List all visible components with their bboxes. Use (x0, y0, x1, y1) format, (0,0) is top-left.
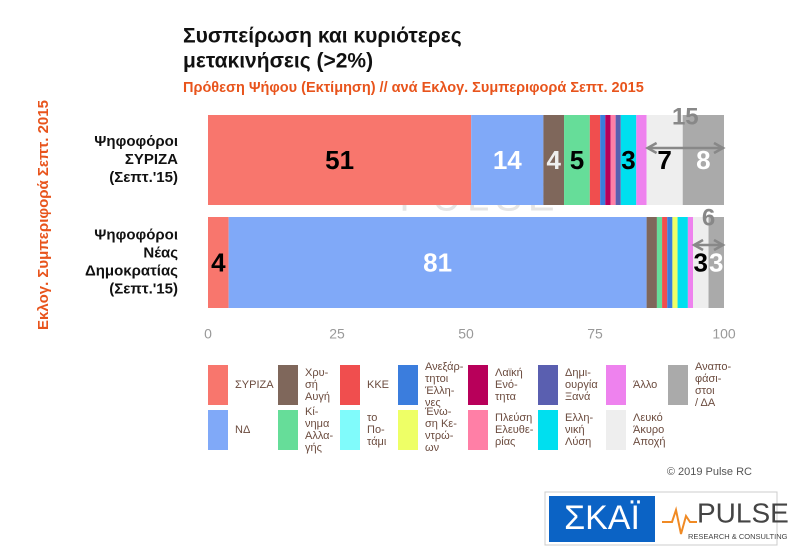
value-label: 3 (621, 145, 635, 175)
legend-label: ΣΥΡΙΖΑ (235, 379, 274, 391)
legend-key (398, 410, 418, 450)
legend-key (668, 365, 688, 405)
value-label: 4 (211, 247, 226, 277)
value-label: 81 (423, 247, 452, 277)
skai-logo (549, 496, 655, 542)
legend-label: Ελλη-νική Λύση (565, 412, 593, 448)
legend-key (208, 365, 228, 405)
value-label: 3 (694, 247, 708, 277)
legend-label: Λαϊκή Ενό-τητα (495, 367, 523, 403)
bar-segment (708, 217, 724, 308)
legend-label: Χρυ-σή Αυγή (305, 367, 330, 403)
skai-logo-text: ΣΚΑΪ (564, 499, 640, 537)
x-tick-label: 50 (458, 326, 474, 342)
legend-key (340, 410, 360, 450)
legend-label: Κί-νημα Αλλα-γής (305, 406, 334, 454)
legend-label: ΚΚΕ (367, 379, 389, 391)
bar-segment (610, 115, 616, 205)
legend-key (278, 365, 298, 405)
legend-label: Ένω-ση Κε-ντρώ-ων (424, 406, 457, 454)
chart-subtitle: Πρόθεση Ψήφου (Εκτίμηση) // ανά Εκλογ. Σ… (183, 80, 644, 96)
legend-label: Λευκό Άκυρο Αποχή (633, 412, 665, 448)
legend-key (398, 365, 418, 405)
value-label: 4 (546, 145, 561, 175)
bar-segment (564, 115, 590, 205)
bar-segment (471, 115, 544, 205)
bracket-label: 15 (672, 103, 699, 130)
value-label: 14 (493, 145, 522, 175)
value-label: 8 (696, 145, 710, 175)
bar-segment (605, 115, 611, 205)
x-tick-label: 0 (204, 326, 212, 342)
legend-key (538, 365, 558, 405)
bar-segment (682, 115, 724, 205)
value-label: 51 (325, 145, 354, 175)
legend-label: Αναπο-φάσι-στοι / ΔΑ (695, 361, 732, 409)
bar-segment (662, 217, 668, 308)
bar-segment (228, 217, 647, 308)
bracket-label: 6 (702, 204, 715, 231)
chart-title: μετακινήσεις (>2%) (183, 50, 373, 73)
copyright: © 2019 Pulse RC (667, 466, 752, 478)
bar-segment (636, 115, 647, 205)
bar-segment (208, 217, 229, 308)
legend-key (468, 410, 488, 450)
legend-label: ΝΔ (235, 424, 251, 436)
legend-key (208, 410, 228, 450)
bar-segment (646, 217, 657, 308)
legend-key (606, 410, 626, 450)
legend-key (538, 410, 558, 450)
bracket-arrowhead (691, 238, 704, 252)
bar-segment (600, 115, 606, 205)
legend-label: Πλεύση Ελευθε-ρίας (495, 412, 534, 448)
category-label: Ψηφοφόροι Νέας Δημοκρατίας (Σεπτ.'15) (85, 226, 178, 297)
pulse-logo: PULSE (697, 497, 789, 528)
bar-segment (646, 115, 683, 205)
bar-segment (543, 115, 565, 205)
legend-label: Ανεξάρ-τητοι Έλλη-νες (424, 361, 464, 409)
value-label: 3 (709, 247, 723, 277)
y-axis-label: Εκλογ. Συμπεριφορά Σεπτ. 2015 (35, 100, 52, 330)
legend-key (468, 365, 488, 405)
legend-key (340, 365, 360, 405)
category-label: Ψηφοφόροι ΣΥΡΙΖΑ (Σεπτ.'15) (94, 133, 178, 186)
bracket-arrowhead (645, 141, 658, 155)
bar-segment (620, 115, 637, 205)
bar-segment (677, 217, 688, 308)
x-tick-label: 100 (712, 326, 736, 342)
bar-segment (208, 115, 472, 205)
legend-key (606, 365, 626, 405)
bar-segment (693, 217, 709, 308)
value-label: 5 (570, 145, 584, 175)
bar-segment (667, 217, 673, 308)
bar-segment (589, 115, 601, 205)
pulse-logo-sub: RESEARCH & CONSULTING (688, 532, 788, 541)
x-tick-label: 75 (587, 326, 603, 342)
bracket-arrowhead (713, 238, 726, 252)
bracket-arrowhead (713, 141, 726, 155)
x-tick-label: 25 (329, 326, 345, 342)
legend-key (278, 410, 298, 450)
bar-segment (672, 217, 678, 308)
bar-segment (687, 217, 694, 308)
bar-segment (656, 217, 663, 308)
value-label: 7 (657, 145, 671, 175)
chart-title: Συσπείρωση και κυριότερες (183, 25, 462, 48)
legend-label: το Πο-τάμι (367, 412, 387, 448)
pulse-icon (662, 506, 697, 535)
legend-label: Δημι-ουργία Ξανά (565, 367, 598, 403)
bar-segment (615, 115, 621, 205)
legend-label: Άλλο (633, 379, 657, 391)
